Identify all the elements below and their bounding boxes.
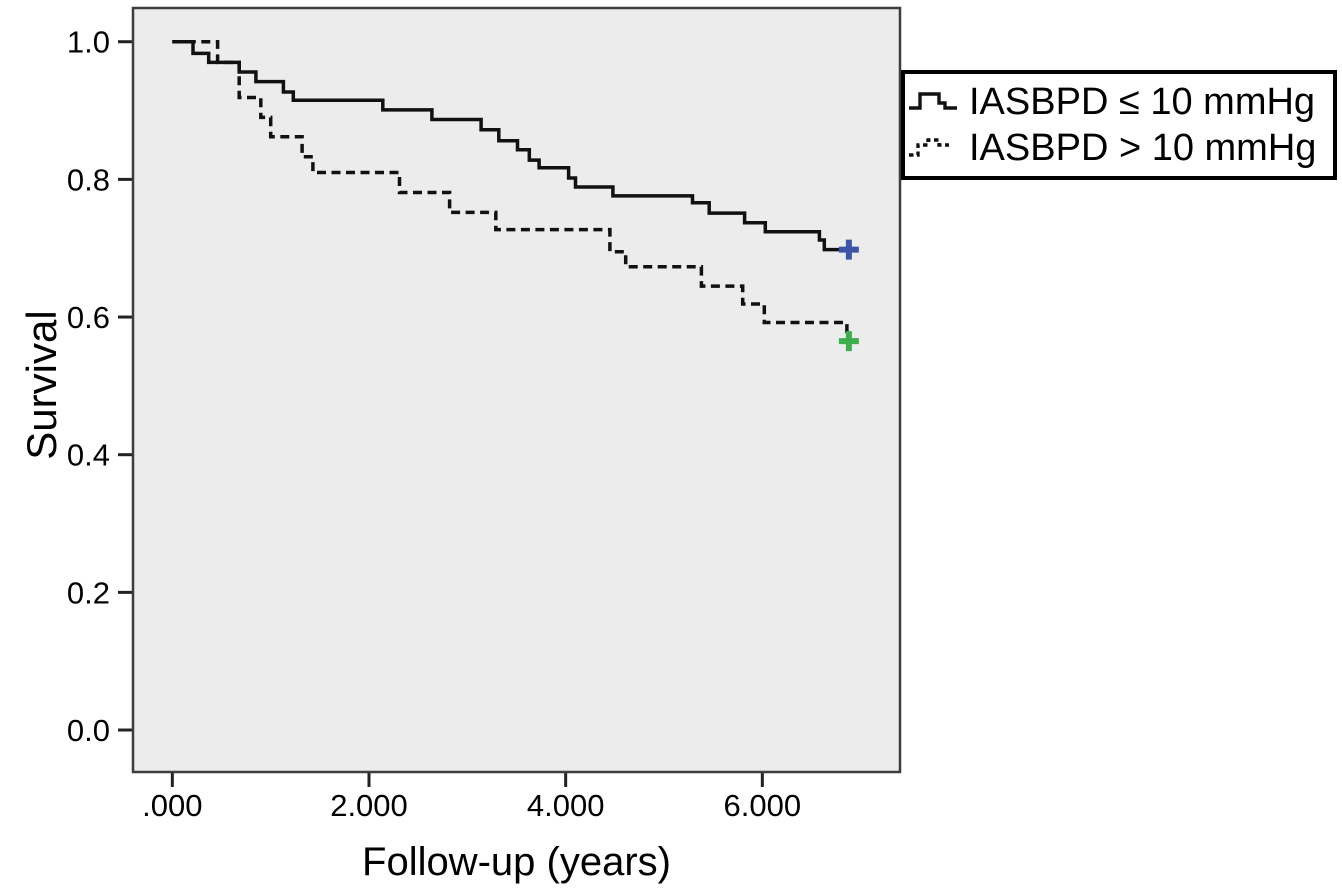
plot-frame [131,6,902,774]
y-tick-label: 0.8 [67,162,110,197]
y-tick-label: 0.4 [67,438,110,473]
solid-step-line-icon [909,92,957,110]
plot-background [133,8,900,772]
censor-mark-solid [838,239,859,260]
x-tick-label: 4.000 [527,788,605,823]
legend-item-dashed: IASBPD > 10 mmHg [909,126,1333,170]
legend: IASBPD ≤ 10 mmHg IASBPD > 10 mmHg [901,70,1337,180]
legend-item-solid: IASBPD ≤ 10 mmHg [909,80,1333,124]
survival-curve-dashed [172,39,849,342]
dashed-step-line-icon [909,138,949,157]
x-tick-label: 6.000 [724,788,802,823]
y-tick-label: 0.2 [67,575,110,610]
y-tick-label: 1.0 [67,25,110,60]
x-tick-label: .000 [142,788,202,823]
legend-label-solid: IASBPD ≤ 10 mmHg [969,81,1316,123]
x-tick-label: 2.000 [330,788,408,823]
legend-label-dashed: IASBPD > 10 mmHg [969,127,1317,169]
censor-mark-dashed [838,331,859,352]
y-axis-title: Survival [18,310,65,460]
survival-curve-solid [172,39,849,252]
x-axis-title: Follow-up (years) [362,840,671,884]
y-tick-label: 0.6 [67,300,110,335]
y-tick-label: 0.0 [67,713,110,748]
